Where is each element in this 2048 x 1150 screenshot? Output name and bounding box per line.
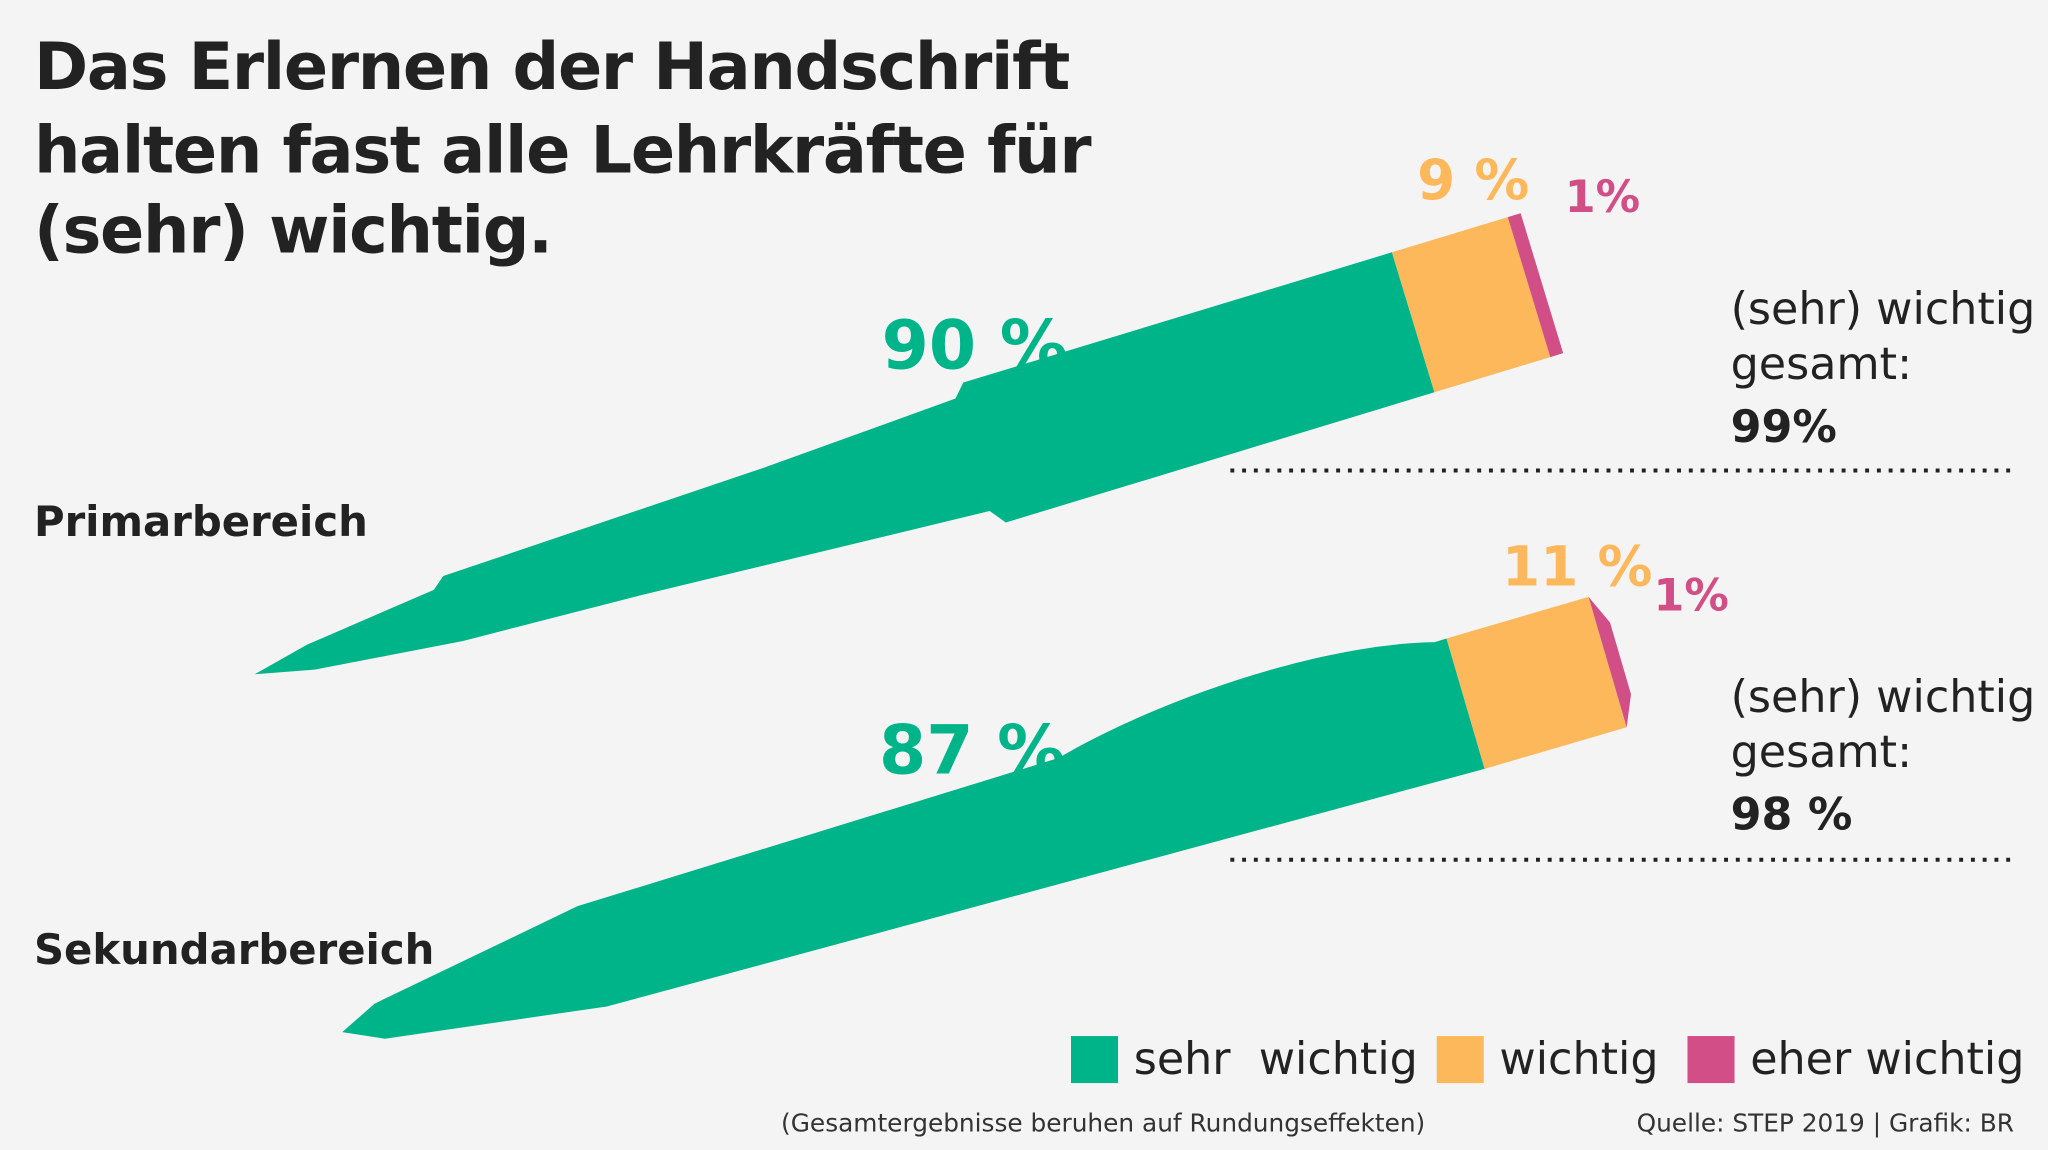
value-label: 1% [1565,172,1640,223]
total-label: (sehr) wichtig [1731,672,2036,723]
legend-label: wichtig [1499,1034,1658,1085]
value-label: 87 % [879,712,1065,791]
value-label: 1% [1654,570,1729,621]
value-label: 9 % [1417,148,1529,212]
value-label: 90 % [882,307,1068,386]
bar-segment [1391,217,1551,393]
category-label: Primarbereich [34,497,368,546]
footnote: (Gesamtergebnisse beruhen auf Rundungsef… [781,1108,1425,1137]
total-label: gesamt: [1731,727,1912,778]
bar-segment [254,252,1435,675]
bar-segment [1507,213,1564,358]
chart-title: (sehr) wichtig. [34,192,552,268]
pen [254,213,1564,675]
legend-swatch [1687,1036,1735,1084]
chart-title: Das Erlernen der Handschrift [34,29,1069,105]
bar-segment [1446,596,1627,769]
legend-swatch [1436,1036,1484,1084]
pen-clip [1003,642,1434,816]
total-label: (sehr) wichtig [1731,284,2036,335]
legend-label: eher wichtig [1750,1034,2024,1085]
total-value: 98 % [1731,790,1853,841]
total-value: 99% [1731,402,1837,453]
value-label: 11 % [1502,534,1652,598]
chart-title: halten fast alle Lehrkräfte für [34,113,1092,189]
source: Quelle: STEP 2019 | Grafik: BR [1637,1108,2014,1137]
bar-segment [1588,596,1632,728]
total-label: gesamt: [1731,339,1912,390]
category-label: Sekundarbereich [34,925,434,974]
legend-swatch [1071,1036,1119,1084]
pen [342,596,1632,1039]
bar-segment [342,638,1485,1039]
legend-label: sehr wichtig [1134,1034,1418,1085]
